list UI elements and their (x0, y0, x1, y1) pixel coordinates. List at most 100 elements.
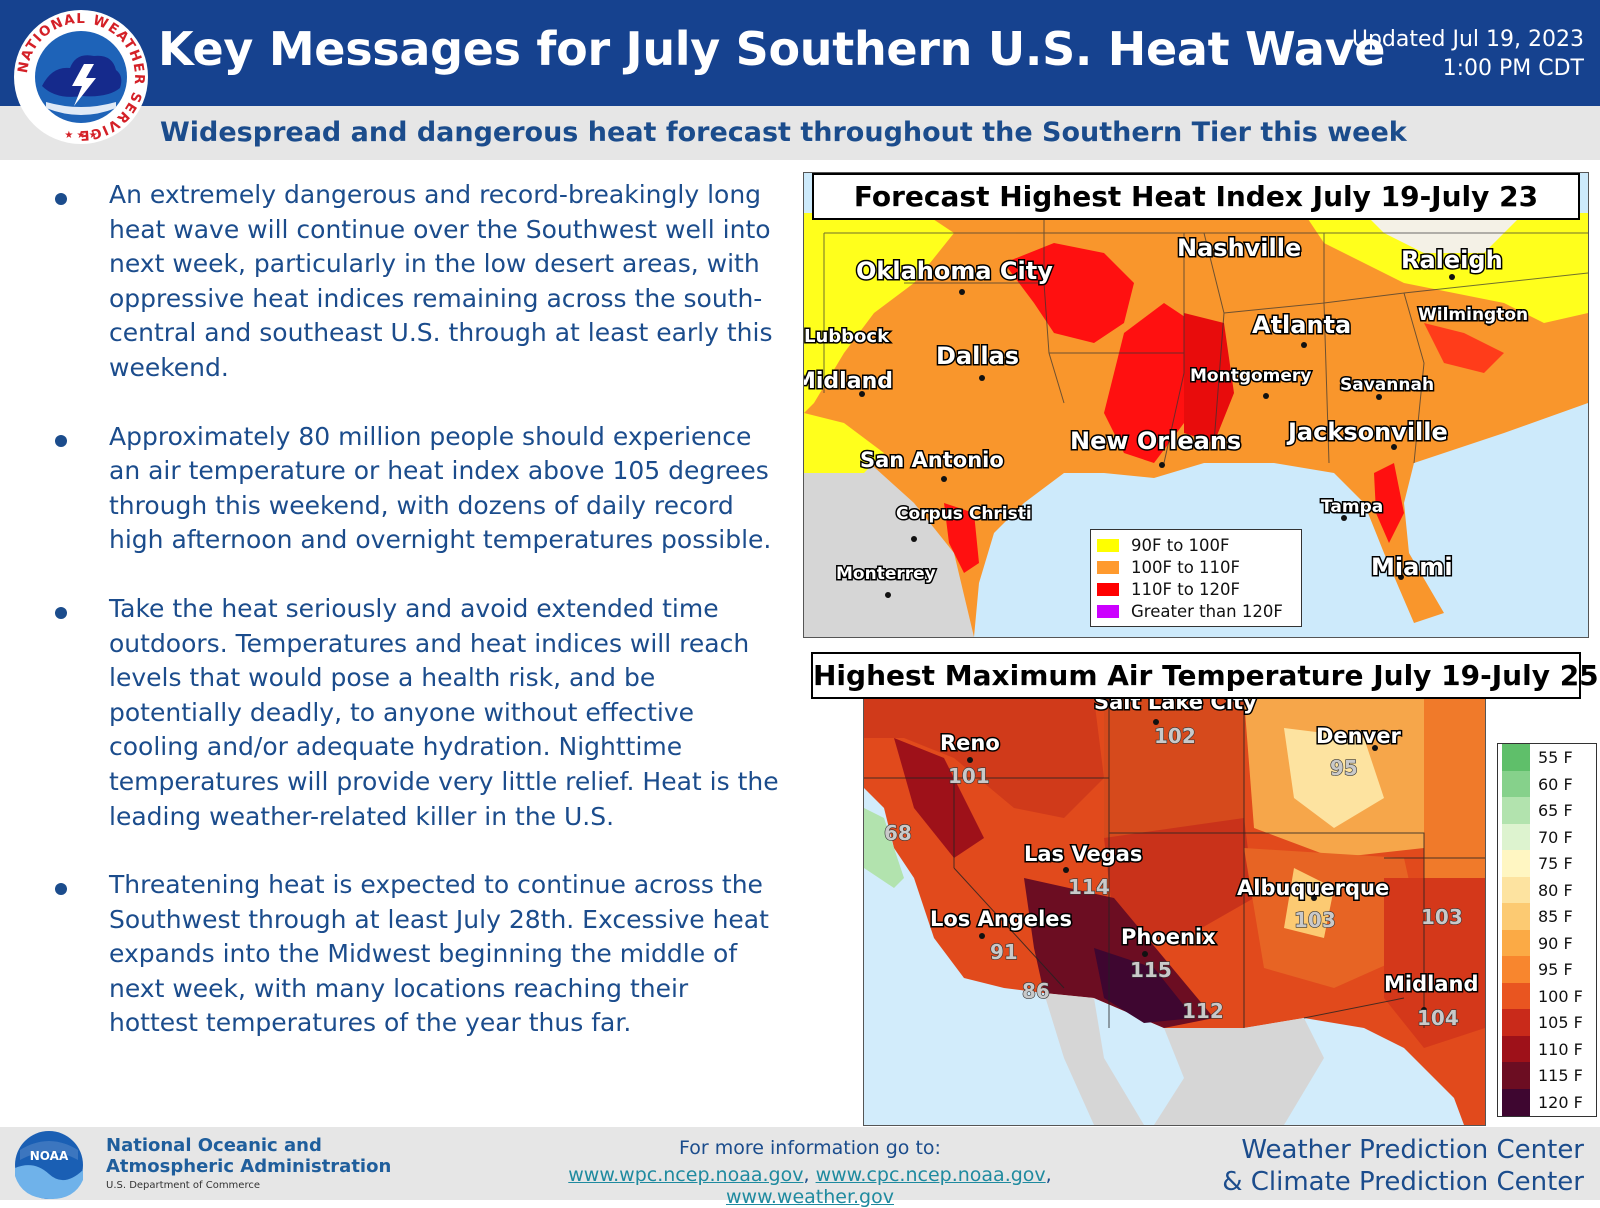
cpc-link[interactable]: www.cpc.ncep.noaa.gov (815, 1164, 1046, 1186)
scale-item: 75 F (1502, 850, 1592, 877)
legend-item: 100F to 110F (1097, 558, 1240, 578)
noaa-name-line2: Atmospheric Administration (106, 1156, 392, 1177)
max-temp-map-graphic: Salt Lake City Reno Denver Las Vegas Alb… (864, 698, 1485, 1125)
key-message-text: An extremely dangerous and record-breaki… (109, 180, 773, 382)
scale-item: 55 F (1502, 744, 1592, 771)
temp-value: 114 (1068, 875, 1110, 899)
scale-swatch (1502, 850, 1530, 877)
legend-swatch (1097, 604, 1119, 618)
city-label: New Orleans (1070, 427, 1241, 455)
bullet-dot (55, 434, 67, 447)
key-message-text: Threatening heat is expected to continue… (109, 870, 769, 1038)
temp-value: 91 (990, 940, 1018, 964)
scale-swatch (1502, 744, 1530, 771)
noaa-logo: NOAA (15, 1131, 83, 1200)
wpc-link[interactable]: www.wpc.ncep.noaa.gov (568, 1164, 804, 1186)
header-bar: Key Messages for July Southern U.S. Heat… (0, 0, 1600, 106)
more-info-label: For more information go to: (679, 1137, 941, 1159)
page-title: Key Messages for July Southern U.S. Heat… (158, 22, 1386, 76)
city-label: Corpus Christi (896, 504, 1032, 524)
temp-value: 104 (1417, 1006, 1459, 1030)
legend-item: 90F to 100F (1097, 536, 1230, 556)
scale-label: 60 F (1538, 774, 1573, 794)
scale-label: 105 F (1538, 1013, 1583, 1032)
scale-item: 105 F (1502, 1009, 1592, 1036)
bullet-dot (55, 883, 67, 896)
legend-item: 110F to 120F (1097, 580, 1240, 600)
scale-label: 90 F (1538, 933, 1573, 953)
heat-index-map-title: Forecast Highest Heat Index July 19-July… (812, 173, 1580, 220)
city-label: Oklahoma City (856, 257, 1053, 285)
heat-index-legend: 90F to 100F 100F to 110F 110F to 120F Gr… (1090, 529, 1302, 627)
city-label: Las Vegas (1024, 842, 1142, 866)
scale-item: 80 F (1502, 876, 1592, 904)
scale-swatch (1502, 982, 1530, 1010)
bullet-dot (55, 606, 67, 619)
scale-label: 115 F (1538, 1066, 1583, 1085)
scale-item: 100 F (1502, 982, 1592, 1010)
city-label: Wilmington (1418, 305, 1528, 325)
scale-label: 100 F (1538, 986, 1583, 1006)
legend-label: 100F to 110F (1131, 558, 1241, 577)
prediction-centers: Weather Prediction Center & Climate Pred… (1222, 1134, 1584, 1198)
city-label: Los Angeles (930, 907, 1072, 931)
city-label: Dallas (936, 342, 1019, 370)
city-label: Denver (1316, 724, 1402, 748)
city-label: Salt Lake City (1094, 698, 1257, 714)
scale-swatch (1502, 823, 1530, 851)
city-label: Montgomery (1190, 366, 1311, 386)
city-label: Nashville (1177, 234, 1301, 262)
temp-value: 68 (884, 821, 912, 845)
subtitle-bar: Widespread and dangerous heat forecast t… (0, 106, 1600, 160)
temp-value: 86 (1022, 979, 1050, 1003)
city-label: Phoenix (1121, 925, 1216, 949)
city-label: Midland (1384, 972, 1478, 996)
scale-label: 80 F (1538, 880, 1573, 900)
noaa-dept: U.S. Department of Commerce (106, 1180, 260, 1191)
key-message-text: Take the heat seriously and avoid extend… (109, 593, 779, 831)
svg-text:★ ★ ★: ★ ★ ★ (64, 130, 97, 141)
legend-swatch (1097, 582, 1119, 596)
legend-label: 90F to 100F (1131, 536, 1230, 555)
temp-value: 115 (1130, 958, 1172, 982)
bullet-dot (55, 193, 67, 205)
scale-swatch (1502, 1088, 1530, 1116)
legend-item: Greater than 120F (1097, 602, 1283, 622)
center-line2: & Climate Prediction Center (1222, 1167, 1584, 1197)
weather-gov-link[interactable]: www.weather.gov (725, 1186, 894, 1208)
city-label: Jacksonville (1286, 418, 1448, 446)
city-label: Miami (1371, 553, 1453, 581)
key-message-2: Approximately 80 million people should e… (50, 420, 780, 558)
scale-item: 65 F (1502, 797, 1592, 824)
legend-label: Greater than 120F (1131, 602, 1283, 621)
updated-time: 1:00 PM CDT (1442, 56, 1584, 81)
scale-swatch (1502, 876, 1530, 904)
city-label: Atlanta (1252, 311, 1351, 339)
city-label: Raleigh (1401, 246, 1503, 274)
temp-value: 95 (1330, 756, 1358, 780)
scale-label: 85 F (1538, 907, 1573, 926)
key-message-text: Approximately 80 million people should e… (109, 421, 772, 555)
scale-label: 120 F (1538, 1092, 1583, 1112)
temp-value: 103 (1421, 905, 1463, 929)
scale-item: 90 F (1502, 929, 1592, 957)
legend-swatch (1097, 560, 1119, 574)
max-temp-map-title: Highest Maximum Air Temperature July 19-… (811, 652, 1599, 699)
center-line1: Weather Prediction Center (1241, 1135, 1584, 1165)
nws-logo: NATIONAL WEATHER SERVICE ★ ★ ★ (14, 10, 148, 144)
scale-label: 95 F (1538, 960, 1573, 979)
city-label: Savannah (1340, 375, 1434, 395)
noaa-name: National Oceanic and Atmospheric Adminis… (106, 1135, 391, 1177)
city-label: Albuquerque (1237, 876, 1389, 900)
scale-label: 70 F (1538, 827, 1573, 847)
noaa-badge-text: NOAA (30, 1149, 69, 1163)
scale-item: 110 F (1502, 1035, 1592, 1063)
updated-date: Updated Jul 19, 2023 (1351, 27, 1584, 52)
max-temp-map: Salt Lake City Reno Denver Las Vegas Alb… (863, 697, 1486, 1126)
scale-item: 85 F (1502, 903, 1592, 930)
city-label: Tampa (1321, 497, 1383, 517)
scale-swatch (1502, 1062, 1530, 1089)
scale-item: 120 F (1502, 1088, 1592, 1116)
scale-item: 95 F (1502, 956, 1592, 983)
legend-label: 110F to 120F (1131, 580, 1241, 599)
